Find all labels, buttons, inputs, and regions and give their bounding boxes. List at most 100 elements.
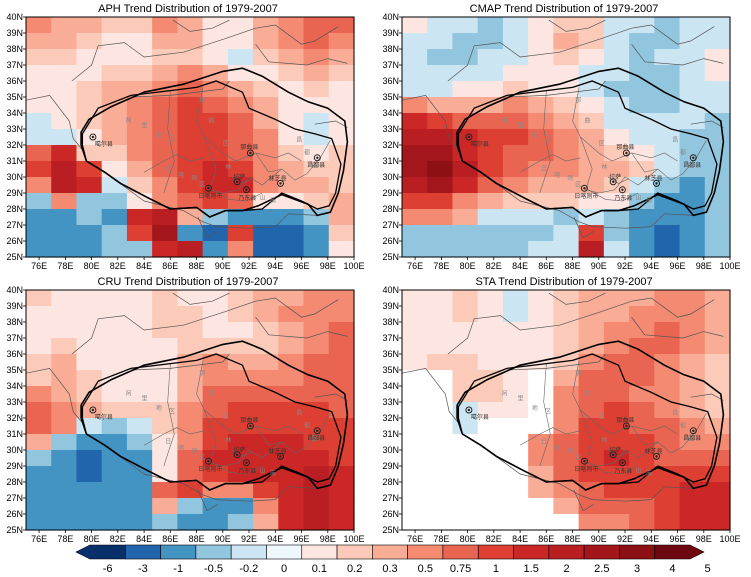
heat-cell — [253, 290, 279, 307]
heat-cell — [578, 322, 605, 339]
heat-cell — [227, 498, 254, 515]
heat-cell — [679, 145, 706, 162]
heat-cell — [328, 177, 355, 194]
lat-tick-label: 31N — [6, 156, 23, 166]
heat-cell — [654, 177, 681, 194]
heat-cell — [26, 306, 52, 323]
heat-cell — [603, 33, 630, 50]
heat-cell — [427, 290, 454, 307]
region-label: 都 — [304, 149, 310, 157]
heat-cell — [76, 354, 103, 371]
city-label: 昌都县 — [307, 434, 325, 442]
heat-cell — [101, 514, 128, 531]
heat-cell — [679, 386, 706, 403]
lon-axis-sta: 76E 78E 80E 82E 84E 86E 88E 90E 92E 94E 96E 98E 100E — [407, 530, 741, 544]
city-marker — [609, 451, 617, 459]
heat-cell — [76, 338, 103, 355]
region-label: 阿 — [502, 390, 508, 398]
lon-tick-label: 90E — [591, 261, 607, 271]
lat-tick-label: 38N — [382, 317, 399, 327]
heat-cell — [502, 418, 529, 435]
region-label: 则 — [567, 447, 573, 455]
heat-cell — [126, 225, 153, 242]
heat-cell — [126, 17, 153, 34]
heat-cell — [51, 65, 78, 82]
heat-cell — [328, 290, 355, 307]
heat-cell — [227, 225, 254, 242]
lat-tick-label: 29N — [6, 188, 23, 198]
heat-cell — [328, 241, 355, 258]
prefecture-border — [212, 189, 263, 202]
heat-cell — [553, 370, 580, 387]
heat-cell — [76, 209, 103, 226]
lat-tick-label: 30N — [382, 172, 399, 182]
lon-tick-label: 92E — [617, 261, 633, 271]
panel-sta: STA Trend Distribution of 1979-2007 噶尔县 那… — [382, 276, 740, 544]
lat-tick-label: 28N — [382, 477, 399, 487]
city-label: 乃东县 — [238, 194, 256, 202]
heat-cell — [502, 113, 529, 130]
heat-cell — [101, 49, 128, 66]
heat-cell — [654, 17, 681, 34]
heat-cell — [152, 241, 178, 258]
heat-cell — [679, 290, 706, 307]
heat-cell — [654, 466, 681, 483]
heat-cell — [603, 514, 630, 531]
heat-cell — [452, 514, 479, 531]
heat-cell — [177, 402, 204, 419]
city-label: 噶尔县 — [95, 140, 113, 148]
heat-cell — [402, 418, 428, 435]
heat-cell — [328, 434, 355, 451]
province-border — [172, 292, 230, 305]
heat-cell — [679, 482, 706, 499]
heat-cell — [253, 129, 279, 146]
heat-cell — [227, 370, 254, 387]
heat-cell — [101, 338, 128, 355]
heat-cell — [328, 370, 355, 387]
colorbar-swatch — [266, 544, 303, 560]
heat-cell — [603, 193, 630, 210]
heat-cell — [477, 482, 504, 499]
lat-tick-label: 30N — [6, 172, 23, 182]
heat-cell — [303, 177, 330, 194]
colorbar-label: -1 — [173, 563, 183, 575]
heat-cell — [528, 386, 554, 403]
heat-cell — [528, 354, 554, 371]
heat-cell — [51, 498, 78, 515]
heat-cell — [278, 177, 305, 194]
region-label: 曲 — [584, 117, 590, 125]
heat-cell — [101, 65, 128, 82]
city-marker — [233, 178, 241, 186]
city-label: 乃东县 — [614, 467, 632, 475]
region-label: 那 — [575, 369, 581, 377]
heat-cell — [578, 225, 605, 242]
colorbar-label: 1 — [493, 563, 499, 575]
heat-cell — [603, 161, 630, 178]
heat-cell — [528, 402, 554, 419]
heat-cell — [528, 482, 554, 499]
heat-cell — [126, 322, 153, 339]
heat-cell — [126, 193, 153, 210]
region-label: 地 — [156, 131, 162, 139]
lat-tick-label: 36N — [382, 76, 399, 86]
heat-cell — [477, 65, 504, 82]
lon-tick-label: 80E — [84, 261, 100, 271]
heat-cell — [528, 322, 554, 339]
heat-cell — [477, 193, 504, 210]
lat-tick-label: 33N — [382, 124, 399, 134]
prefecture-border — [196, 360, 302, 435]
heat-cell — [603, 241, 630, 258]
heat-cell — [26, 370, 52, 387]
colorbar-swatch — [548, 544, 585, 560]
heat-cell — [328, 482, 355, 499]
colorbar-swatch — [124, 544, 161, 560]
lon-tick-label: 96E — [293, 534, 309, 544]
heat-cell — [51, 145, 78, 162]
heat-cell — [427, 241, 454, 258]
heat-cell — [502, 402, 529, 419]
heat-cell — [704, 65, 731, 82]
panel-title-sta: STA Trend Distribution of 1979-2007 — [475, 276, 652, 288]
heat-cell — [704, 193, 731, 210]
heat-cell — [654, 65, 681, 82]
